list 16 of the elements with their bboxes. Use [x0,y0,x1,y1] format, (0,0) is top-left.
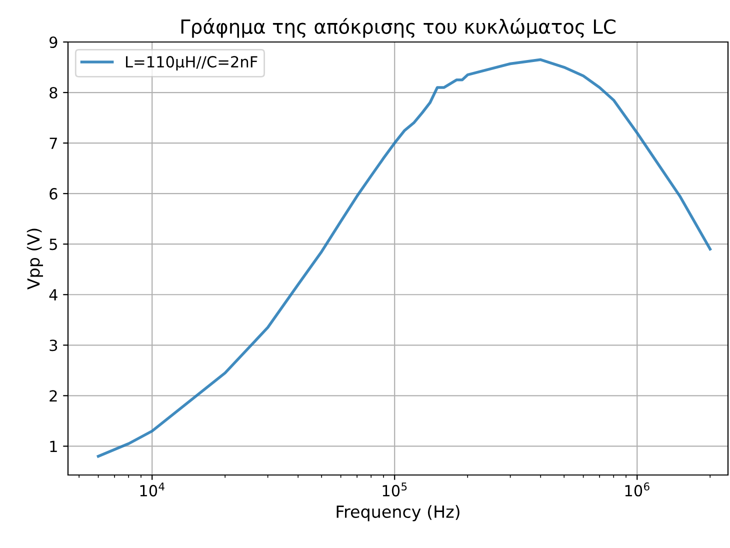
y-tick-label: 4 [49,289,58,300]
y-tick-label: 3 [50,340,58,352]
y-tick-label: 9 [50,36,58,48]
y-tick-label: 6 [50,188,58,200]
x-tick-label: 10$^{5}$ [382,482,407,496]
x-tick-label: 10$^{6}$ [625,482,650,496]
chart-title: Γράφημα της απόκρισης του κυκλώματος LC [181,18,616,38]
legend-label: L=110μH//C=2nF [126,56,258,71]
y-tick-label: 7 [50,138,57,149]
x-axis-title: Frequency (Hz) [336,505,460,522]
y-tick-label: 1 [50,440,57,452]
y-axis-title: Vpp (V) [26,228,43,290]
y-tick-label: 5 [50,238,57,250]
x-tick-label: 10$^{4}$ [140,482,164,496]
y-tick-label: 8 [50,86,58,99]
y-tick-label: 2 [50,390,57,402]
